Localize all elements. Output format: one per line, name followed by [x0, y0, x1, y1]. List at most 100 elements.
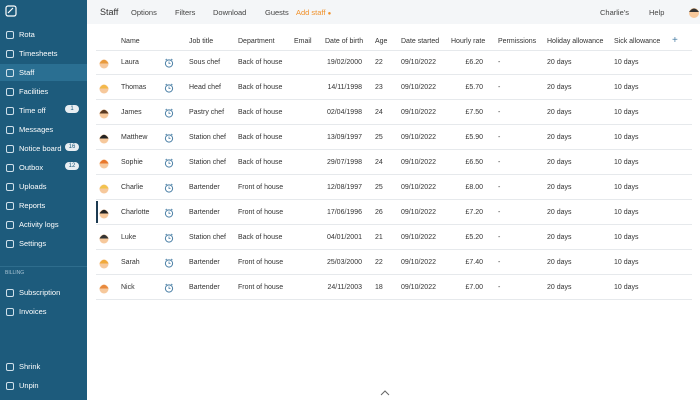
clock-icon[interactable]	[164, 158, 174, 168]
nav-item[interactable]: Uploads	[0, 178, 87, 195]
nav-item[interactable]: Facilities	[0, 83, 87, 100]
page-title: Staff	[100, 7, 118, 17]
table-cell: Laura	[121, 59, 139, 66]
toolbar-action[interactable]: Download	[213, 8, 246, 17]
table-cell: -	[498, 184, 500, 191]
clock-icon[interactable]	[164, 258, 174, 268]
table-cell: 02/04/1998	[327, 109, 362, 116]
toolbar-action[interactable]: Options	[131, 8, 157, 17]
table-cell: -	[498, 134, 500, 141]
nav-label: Facilities	[19, 87, 48, 96]
table-cell: Head chef	[189, 84, 221, 91]
table-cell: 24/11/2003	[327, 284, 362, 291]
clock-icon[interactable]	[164, 283, 174, 293]
scroll-up[interactable]	[380, 390, 390, 396]
clock-icon[interactable]	[164, 58, 174, 68]
nav-label: Outbox	[19, 163, 43, 172]
table-cell: 10 days	[614, 159, 639, 166]
nav-item[interactable]: Reports	[0, 197, 87, 214]
clock-icon[interactable]	[164, 233, 174, 243]
table-cell: Front of house	[238, 209, 283, 216]
add-staff-label: Add staff	[296, 8, 325, 17]
nav-item[interactable]: Time off1	[0, 102, 87, 119]
column-header: Email	[294, 38, 312, 45]
table-cell: 20 days	[547, 159, 572, 166]
nav-label: Messages	[19, 125, 53, 134]
table-cell: 20 days	[547, 84, 572, 91]
table-cell: 09/10/2022	[401, 259, 436, 266]
table-cell: 29/07/1998	[327, 159, 362, 166]
nav-icon	[6, 50, 14, 58]
clock-icon[interactable]	[164, 183, 174, 193]
table-cell: Bartender	[189, 259, 220, 266]
row-divider	[96, 74, 692, 75]
nav-item[interactable]: Invoices	[0, 303, 87, 320]
nav-item[interactable]: Shrink	[0, 358, 87, 375]
table-cell: Pastry chef	[189, 109, 224, 116]
column-header: Hourly rate	[451, 38, 485, 45]
row-divider	[96, 50, 692, 51]
toolbar-action[interactable]: Guests	[265, 8, 289, 17]
avatar	[98, 181, 110, 195]
nav-icon	[6, 183, 14, 191]
table-cell: 19/02/2000	[327, 59, 362, 66]
table-cell: Back of house	[238, 84, 282, 91]
table-cell: 10 days	[614, 59, 639, 66]
table-cell: £7.50	[465, 109, 483, 116]
table-cell: -	[498, 259, 500, 266]
nav-item[interactable]: Notice board16	[0, 140, 87, 157]
nav-item[interactable]: Outbox12	[0, 159, 87, 176]
table-cell: Sophie	[121, 159, 143, 166]
nav-label: Time off	[19, 106, 46, 115]
nav-label: Shrink	[19, 362, 40, 371]
table-cell: 10 days	[614, 284, 639, 291]
table-cell: 09/10/2022	[401, 84, 436, 91]
table-cell: 09/10/2022	[401, 134, 436, 141]
table-cell: 10 days	[614, 184, 639, 191]
nav-item[interactable]: Timesheets	[0, 45, 87, 62]
table-cell: 10 days	[614, 259, 639, 266]
clock-icon[interactable]	[164, 83, 174, 93]
table-cell: 10 days	[614, 109, 639, 116]
nav-item[interactable]: Subscription	[0, 284, 87, 301]
help-menu[interactable]: Help	[649, 8, 664, 17]
table-cell: Back of house	[238, 159, 282, 166]
clock-icon[interactable]	[164, 208, 174, 218]
clock-icon[interactable]	[164, 133, 174, 143]
nav-item[interactable]: Rota	[0, 26, 87, 43]
nav-label: Rota	[19, 30, 35, 39]
table-cell: £5.20	[465, 234, 483, 241]
logo	[5, 5, 17, 17]
table-cell: -	[498, 59, 500, 66]
nav-icon	[6, 69, 14, 77]
table-cell: Bartender	[189, 209, 220, 216]
clock-icon[interactable]	[164, 108, 174, 118]
table-cell: 23	[375, 84, 383, 91]
table-cell: 20 days	[547, 109, 572, 116]
column-header: Sick allowance	[614, 38, 660, 45]
table-cell: 26	[375, 209, 383, 216]
nav-label: Staff	[19, 68, 34, 77]
nav-label: Unpin	[19, 381, 39, 390]
nav-item[interactable]: Unpin	[0, 377, 87, 394]
section-label: BILLING	[5, 270, 24, 276]
table-cell: Station chef	[189, 159, 226, 166]
nav-item[interactable]: Messages	[0, 121, 87, 138]
add-column[interactable]: +	[672, 35, 678, 46]
table-cell: 10 days	[614, 209, 639, 216]
table-cell: Matthew	[121, 134, 147, 141]
row-divider	[96, 149, 692, 150]
nav-item[interactable]: Activity logs	[0, 216, 87, 233]
nav-icon	[6, 289, 14, 297]
nav-item[interactable]: Staff	[0, 64, 87, 81]
row-divider	[96, 224, 692, 225]
add-staff-button[interactable]: Add staff ●	[296, 8, 331, 17]
table-cell: 21	[375, 234, 383, 241]
toolbar-action[interactable]: Filters	[175, 8, 195, 17]
nav-item[interactable]: Settings	[0, 235, 87, 252]
nav-label: Timesheets	[19, 49, 58, 58]
table-cell: Back of house	[238, 59, 282, 66]
user-menu[interactable]: Charlie's	[600, 8, 629, 17]
column-header: Department	[238, 38, 275, 45]
nav-icon	[6, 145, 14, 153]
